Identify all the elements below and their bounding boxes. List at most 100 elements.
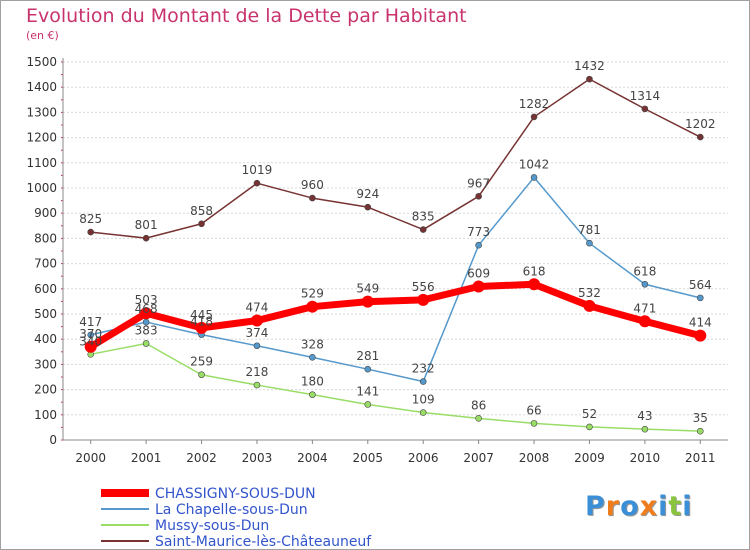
data-label-la-chapelle-sous-dun: 232 [412,362,435,376]
data-point-saint-maurice-les-chateauneuf [641,105,649,113]
y-tick-label: 700 [34,257,57,271]
data-label-la-chapelle-sous-dun: 773 [467,225,490,239]
data-label-saint-maurice-les-chateauneuf: 1202 [685,117,716,131]
data-label-mussy-sous-dun: 66 [526,403,541,417]
data-point-saint-maurice-les-chateauneuf [253,179,261,187]
data-label-saint-maurice-les-chateauneuf: 835 [412,210,435,224]
series-line-chassigny-sous-dun [88,280,702,350]
data-point-chassigny-sous-dun [472,280,485,293]
data-point-saint-maurice-les-chateauneuf [87,228,95,236]
data-label-mussy-sous-dun: 218 [246,365,269,379]
data-label-saint-maurice-les-chateauneuf: 1432 [574,59,605,73]
series-line-la-chapelle-sous-dun [90,176,701,383]
data-label-chassigny-sous-dun: 532 [578,286,601,300]
y-tick-label: 1200 [26,131,57,145]
x-tick-label: 2002 [186,451,217,465]
data-point-saint-maurice-les-chateauneuf [530,113,538,121]
data-point-chassigny-sous-dun [140,307,153,320]
y-tick-label: 1100 [26,156,57,170]
legend-label: La Chapelle-sous-Dun [155,502,308,518]
x-tick-label: 2001 [131,451,162,465]
data-label-chassigny-sous-dun: 503 [135,293,158,307]
data-label-saint-maurice-les-chateauneuf: 960 [301,178,324,192]
data-point-chassigny-sous-dun [306,300,319,313]
data-label-la-chapelle-sous-dun: 374 [246,326,269,340]
x-tick-label: 2007 [463,451,494,465]
data-label-saint-maurice-les-chateauneuf: 858 [190,204,213,218]
data-point-la-chapelle-sous-dun [253,342,261,350]
data-point-saint-maurice-les-chateauneuf [142,234,150,242]
y-tick-label: 1000 [26,181,57,195]
data-label-saint-maurice-les-chateauneuf: 825 [79,212,102,226]
y-tick-label: 100 [34,408,57,422]
data-label-la-chapelle-sous-dun: 781 [578,223,601,237]
legend-label: Saint-Maurice-lès-Châteauneuf [155,534,372,549]
y-tick-label: 1500 [26,55,57,69]
x-tick-label: 2004 [297,451,328,465]
data-point-mussy-sous-dun [586,423,593,431]
data-label-chassigny-sous-dun: 471 [633,301,656,315]
y-tick-label: 400 [34,332,57,346]
data-point-saint-maurice-les-chateauneuf [475,193,482,200]
data-label-la-chapelle-sous-dun: 564 [689,278,712,292]
data-point-mussy-sous-dun [475,415,482,422]
data-label-mussy-sous-dun: 43 [637,409,652,423]
data-point-chassigny-sous-dun [250,314,263,327]
data-point-mussy-sous-dun [309,391,316,398]
data-label-la-chapelle-sous-dun: 618 [633,264,656,278]
data-point-mussy-sous-dun [696,427,704,435]
data-label-chassigny-sous-dun: 529 [301,287,324,301]
y-tick-label: 200 [34,383,57,397]
y-tick-label: 0 [49,433,57,447]
data-point-saint-maurice-les-chateauneuf [364,203,372,211]
data-point-mussy-sous-dun [364,401,372,408]
data-point-mussy-sous-dun [142,340,150,347]
x-tick-label: 2011 [685,451,716,465]
data-point-mussy-sous-dun [198,371,205,379]
data-point-chassigny-sous-dun [84,340,97,353]
x-tick-label: 2010 [630,451,661,465]
data-label-la-chapelle-sous-dun: 328 [301,337,324,351]
data-label-la-chapelle-sous-dun: 468 [135,302,158,316]
data-label-chassigny-sous-dun: 414 [689,316,712,330]
data-point-la-chapelle-sous-dun [641,280,649,288]
data-point-la-chapelle-sous-dun [309,354,316,361]
data-label-la-chapelle-sous-dun: 1042 [519,157,550,171]
data-label-la-chapelle-sous-dun: 281 [356,349,379,363]
data-label-chassigny-sous-dun: 556 [412,280,435,294]
data-point-chassigny-sous-dun [583,299,596,312]
data-label-mussy-sous-dun: 383 [135,323,158,337]
data-label-mussy-sous-dun: 259 [190,355,213,369]
data-point-chassigny-sous-dun [195,321,208,334]
data-point-chassigny-sous-dun [638,315,651,328]
data-point-mussy-sous-dun [641,425,649,433]
y-tick-label: 1300 [26,105,57,119]
logo-letter: x [639,491,659,522]
data-point-chassigny-sous-dun [417,293,430,306]
data-label-la-chapelle-sous-dun: 418 [190,315,213,329]
logo-letter: o [620,491,640,522]
data-point-chassigny-sous-dun [361,295,374,308]
data-point-la-chapelle-sous-dun [419,378,427,385]
data-label-chassigny-sous-dun: 445 [190,308,213,322]
series-line-saint-maurice-les-chateauneuf [90,78,701,239]
data-label-saint-maurice-les-chateauneuf: 801 [135,218,158,232]
data-label-la-chapelle-sous-dun: 417 [79,315,102,329]
logo-letter: r [605,491,621,522]
data-label-chassigny-sous-dun: 618 [523,264,546,278]
data-point-mussy-sous-dun [253,381,261,389]
data-point-la-chapelle-sous-dun [696,294,704,302]
data-point-saint-maurice-les-chateauneuf [198,220,205,228]
series-line-mussy-sous-dun [90,342,701,432]
data-label-saint-maurice-les-chateauneuf: 967 [467,176,490,190]
data-point-la-chapelle-sous-dun [530,174,538,181]
data-label-chassigny-sous-dun: 609 [467,267,490,281]
x-tick-label: 2006 [408,451,439,465]
data-label-mussy-sous-dun: 35 [693,411,708,425]
y-tick-label: 1400 [26,80,57,94]
data-label-mussy-sous-dun: 86 [471,398,486,412]
data-label-saint-maurice-les-chateauneuf: 1314 [630,89,661,103]
data-label-chassigny-sous-dun: 474 [246,301,269,315]
data-label-chassigny-sous-dun: 370 [79,327,102,341]
